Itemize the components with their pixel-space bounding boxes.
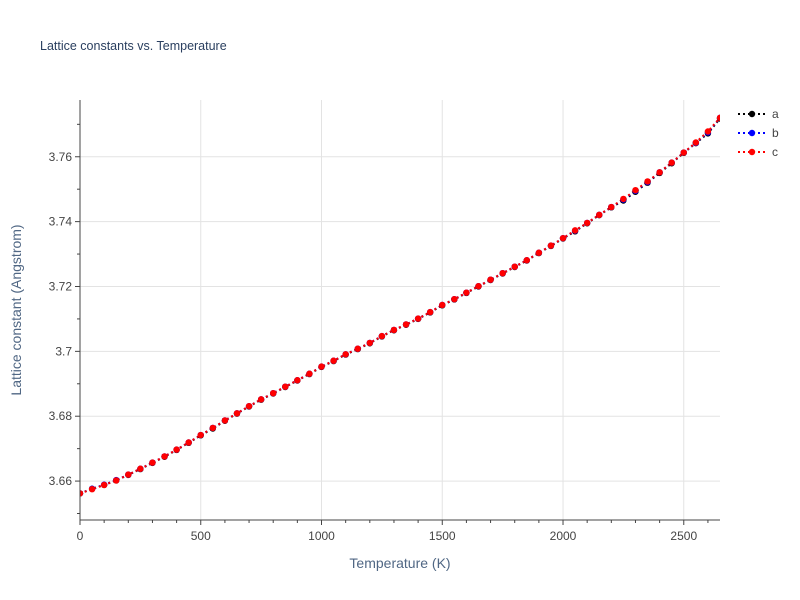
x-tick-label: 2500 [670, 529, 697, 543]
legend[interactable]: abc [738, 107, 779, 159]
data-point-c [257, 396, 265, 403]
series-markers-c [80, 114, 720, 497]
data-point-c [294, 377, 301, 384]
x-tick-label: 2000 [550, 529, 577, 543]
data-point-c [499, 269, 506, 277]
data-point-c [100, 481, 108, 489]
data-point-c [668, 159, 675, 166]
legend-label-b: b [772, 126, 779, 140]
x-tick-label: 1000 [308, 529, 335, 543]
data-point-c [656, 169, 663, 176]
x-axis-title: Temperature (K) [349, 555, 450, 571]
data-point-c [620, 195, 627, 203]
grid [80, 100, 720, 520]
legend-item-b[interactable]: b [738, 126, 779, 140]
legend-item-c[interactable]: c [738, 145, 778, 159]
data-point-c [463, 289, 470, 296]
data-point-c [390, 326, 398, 334]
data-point-c [137, 465, 144, 472]
y-tick-label: 3.76 [49, 150, 73, 164]
data-point-c [282, 383, 289, 390]
legend-item-a[interactable]: a [738, 107, 779, 121]
data-point-c [571, 227, 579, 234]
y-tick-label: 3.7 [55, 344, 72, 358]
data-point-c [439, 301, 446, 309]
data-point-c [173, 446, 180, 453]
legend-marker-b [748, 129, 756, 137]
data-point-c [451, 295, 458, 303]
y-tick-label: 3.72 [49, 279, 73, 293]
data-point-c [88, 485, 96, 493]
data-point-c [113, 477, 120, 484]
data-point-c [426, 308, 434, 316]
data-point-c [583, 219, 591, 227]
y-axis-ticks: 3.66 3.68 3.7 3.72 3.74 3.76 [49, 123, 80, 515]
data-point-c [354, 345, 361, 352]
plot-area [80, 100, 720, 520]
data-point-c [716, 114, 720, 122]
chart-title: Lattice constants vs. Temperature [40, 39, 227, 53]
data-point-c [185, 439, 192, 446]
data-point-c [197, 431, 204, 439]
data-point-c [270, 389, 277, 397]
x-tick-label: 0 [77, 529, 84, 543]
legend-label-a: a [772, 107, 779, 121]
data-point-c [511, 263, 518, 270]
data-point-c [378, 332, 386, 340]
data-point-c [318, 363, 325, 370]
data-point-c [80, 490, 84, 497]
data-point-c [632, 186, 639, 194]
x-tick-label: 500 [191, 529, 211, 543]
data-point-c [414, 315, 422, 322]
data-point-c [535, 249, 543, 256]
data-point-c [608, 203, 615, 211]
y-tick-label: 3.66 [49, 474, 73, 488]
data-point-c [233, 410, 241, 417]
data-point-c [487, 276, 494, 283]
data-point-c [245, 402, 253, 410]
data-point-c [475, 282, 482, 290]
data-point-c [559, 234, 567, 242]
x-tick-label: 1500 [429, 529, 456, 543]
y-tick-label: 3.74 [49, 215, 73, 229]
data-point-c [692, 139, 700, 146]
y-axis-title: Lattice constant (Angstrom) [8, 224, 24, 395]
data-point-c [149, 459, 156, 466]
legend-marker-a [748, 110, 756, 118]
data-point-c [402, 321, 410, 328]
data-point-c [704, 128, 712, 135]
data-point-c [125, 471, 132, 478]
data-point-c [680, 149, 687, 156]
x-axis-ticks: 0 500 1000 1500 2000 2500 [77, 520, 709, 543]
data-point-c [644, 178, 651, 185]
data-point-c [161, 453, 168, 460]
data-point-c [306, 370, 313, 377]
data-point-c [366, 339, 374, 347]
data-point-c [596, 211, 603, 219]
data-point-c [547, 242, 555, 249]
legend-label-c: c [772, 145, 778, 159]
data-point-c [209, 424, 217, 432]
axes: 0 500 1000 1500 2000 2500 3.66 3.68 3.7 3.72 3.74… [49, 100, 720, 543]
data-point-c [330, 357, 337, 364]
data-point-c [342, 351, 349, 358]
data-point-c [523, 257, 530, 264]
y-tick-label: 3.68 [49, 409, 73, 423]
legend-marker-c [748, 148, 756, 156]
series-markers [80, 114, 720, 497]
data-point-c [221, 417, 229, 424]
